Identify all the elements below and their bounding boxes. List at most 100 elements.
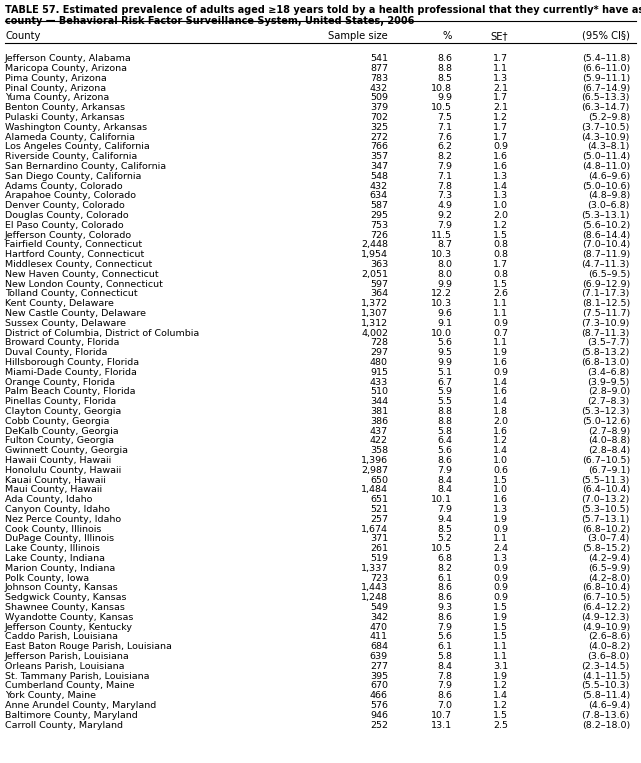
Text: (3.0–6.8): (3.0–6.8) [588, 201, 630, 211]
Text: 6.1: 6.1 [437, 574, 452, 583]
Text: Denver County, Colorado: Denver County, Colorado [5, 201, 125, 211]
Text: 7.0: 7.0 [437, 701, 452, 710]
Text: Jefferson County, Colorado: Jefferson County, Colorado [5, 230, 132, 240]
Text: 8.6: 8.6 [437, 594, 452, 602]
Text: 8.4: 8.4 [437, 475, 452, 485]
Text: DeKalb County, Georgia: DeKalb County, Georgia [5, 427, 119, 436]
Text: San Diego County, California: San Diego County, California [5, 172, 142, 181]
Text: 10.5: 10.5 [431, 544, 452, 553]
Text: 0.9: 0.9 [493, 143, 508, 152]
Text: 8.7: 8.7 [437, 240, 452, 250]
Text: 433: 433 [370, 378, 388, 387]
Text: Cook County, Illinois: Cook County, Illinois [5, 525, 101, 533]
Text: 549: 549 [370, 603, 388, 612]
Text: (4.3–8.1): (4.3–8.1) [588, 143, 630, 152]
Text: Yuma County, Arizona: Yuma County, Arizona [5, 94, 109, 102]
Text: (5.6–10.2): (5.6–10.2) [582, 221, 630, 230]
Text: 422: 422 [370, 436, 388, 446]
Text: 2.6: 2.6 [493, 289, 508, 298]
Text: Hawaii County, Hawaii: Hawaii County, Hawaii [5, 456, 112, 465]
Text: 509: 509 [370, 94, 388, 102]
Text: 5.1: 5.1 [437, 368, 452, 377]
Text: 521: 521 [370, 505, 388, 514]
Text: 9.6: 9.6 [437, 309, 452, 318]
Text: Hillsborough County, Florida: Hillsborough County, Florida [5, 358, 139, 367]
Text: 1,443: 1,443 [361, 584, 388, 593]
Text: 702: 702 [370, 113, 388, 122]
Text: Los Angeles County, California: Los Angeles County, California [5, 143, 150, 152]
Text: 8.6: 8.6 [437, 584, 452, 593]
Text: 766: 766 [370, 143, 388, 152]
Text: 7.9: 7.9 [437, 221, 452, 230]
Text: Carroll County, Maryland: Carroll County, Maryland [5, 721, 123, 729]
Text: San Bernardino County, California: San Bernardino County, California [5, 162, 166, 171]
Text: Lake County, Illinois: Lake County, Illinois [5, 544, 100, 553]
Text: Shawnee County, Kansas: Shawnee County, Kansas [5, 603, 125, 612]
Text: 1.3: 1.3 [493, 172, 508, 181]
Text: 1.4: 1.4 [493, 378, 508, 387]
Text: 0.8: 0.8 [493, 250, 508, 259]
Text: 8.6: 8.6 [437, 613, 452, 622]
Text: El Paso County, Colorado: El Paso County, Colorado [5, 221, 124, 230]
Text: 8.2: 8.2 [437, 153, 452, 161]
Text: 363: 363 [370, 260, 388, 269]
Text: county — Behavioral Risk Factor Surveillance System, United States, 2006: county — Behavioral Risk Factor Surveill… [5, 16, 414, 26]
Text: Pinellas County, Florida: Pinellas County, Florida [5, 398, 116, 407]
Text: 7.6: 7.6 [437, 133, 452, 142]
Text: Gwinnett County, Georgia: Gwinnett County, Georgia [5, 446, 128, 456]
Text: 261: 261 [370, 544, 388, 553]
Text: 1.9: 1.9 [493, 515, 508, 524]
Text: (7.5–11.7): (7.5–11.7) [582, 309, 630, 318]
Text: 7.1: 7.1 [437, 123, 452, 132]
Text: York County, Maine: York County, Maine [5, 691, 96, 700]
Text: 2,448: 2,448 [361, 240, 388, 250]
Text: 1.3: 1.3 [493, 505, 508, 514]
Text: New Haven County, Connecticut: New Haven County, Connecticut [5, 270, 158, 279]
Text: (3.4–6.8): (3.4–6.8) [588, 368, 630, 377]
Text: (5.3–10.5): (5.3–10.5) [581, 505, 630, 514]
Text: 395: 395 [370, 671, 388, 681]
Text: (6.5–9.9): (6.5–9.9) [588, 564, 630, 573]
Text: 8.5: 8.5 [437, 74, 452, 83]
Text: 1.1: 1.1 [493, 652, 508, 661]
Text: 5.6: 5.6 [437, 633, 452, 642]
Text: 344: 344 [370, 398, 388, 407]
Text: 1,484: 1,484 [361, 485, 388, 494]
Text: 597: 597 [370, 280, 388, 288]
Text: Sample size: Sample size [328, 31, 388, 41]
Text: (3.5–7.7): (3.5–7.7) [588, 339, 630, 347]
Text: 295: 295 [370, 211, 388, 220]
Text: 1.8: 1.8 [493, 407, 508, 416]
Text: 0.9: 0.9 [493, 574, 508, 583]
Text: (5.8–13.2): (5.8–13.2) [581, 348, 630, 357]
Text: 8.6: 8.6 [437, 54, 452, 63]
Text: 2.0: 2.0 [493, 417, 508, 426]
Text: 357: 357 [370, 153, 388, 161]
Text: 13.1: 13.1 [431, 721, 452, 729]
Text: 1.4: 1.4 [493, 446, 508, 456]
Text: New London County, Connecticut: New London County, Connecticut [5, 280, 163, 288]
Text: 9.5: 9.5 [437, 348, 452, 357]
Text: 9.1: 9.1 [437, 319, 452, 328]
Text: Jefferson Parish, Louisiana: Jefferson Parish, Louisiana [5, 652, 129, 661]
Text: 257: 257 [370, 515, 388, 524]
Text: 10.0: 10.0 [431, 329, 452, 338]
Text: 411: 411 [370, 633, 388, 642]
Text: 684: 684 [370, 642, 388, 652]
Text: 1.7: 1.7 [493, 133, 508, 142]
Text: Arapahoe County, Colorado: Arapahoe County, Colorado [5, 192, 136, 201]
Text: 1,312: 1,312 [361, 319, 388, 328]
Text: 1.3: 1.3 [493, 554, 508, 563]
Text: (7.1–17.3): (7.1–17.3) [581, 289, 630, 298]
Text: 1.1: 1.1 [493, 339, 508, 347]
Text: 6.1: 6.1 [437, 642, 452, 652]
Text: 728: 728 [370, 339, 388, 347]
Text: Riverside County, California: Riverside County, California [5, 153, 137, 161]
Text: (4.9–12.3): (4.9–12.3) [581, 613, 630, 622]
Text: 510: 510 [370, 388, 388, 397]
Text: (4.1–11.5): (4.1–11.5) [582, 671, 630, 681]
Text: Middlesex County, Connecticut: Middlesex County, Connecticut [5, 260, 153, 269]
Text: (6.7–9.1): (6.7–9.1) [588, 466, 630, 475]
Text: 252: 252 [370, 721, 388, 729]
Text: (2.7–8.3): (2.7–8.3) [588, 398, 630, 407]
